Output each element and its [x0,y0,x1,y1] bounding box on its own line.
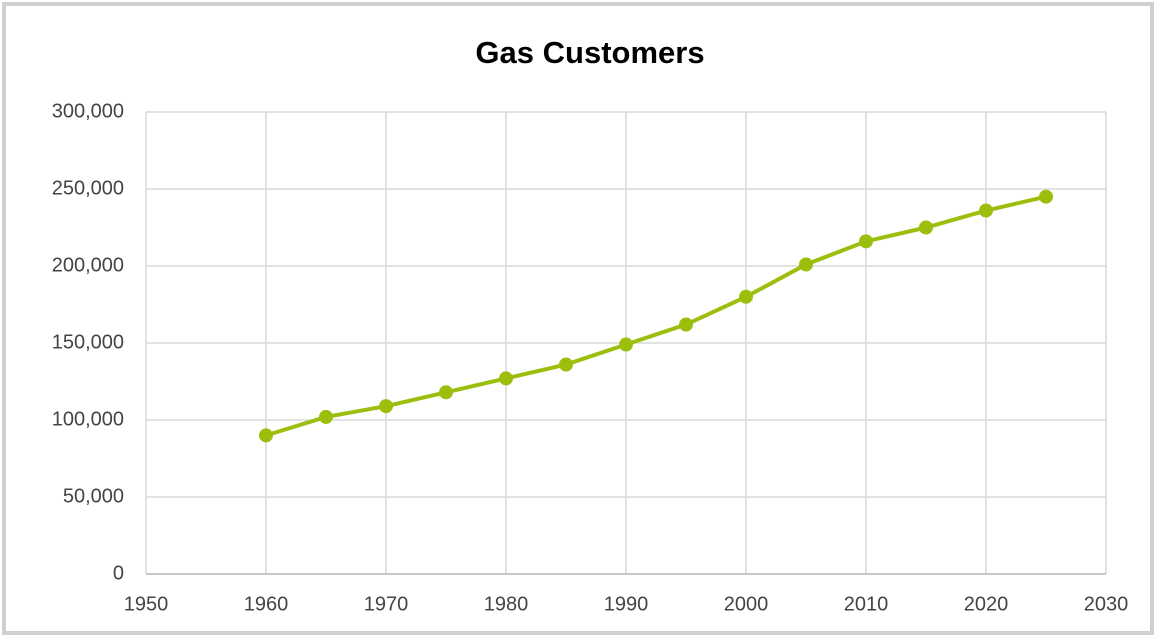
point [1039,189,1053,204]
x-tick-label: 1990 [604,593,649,615]
x-tick-label: 2000 [724,593,769,615]
point [319,409,333,424]
line [265,194,1047,438]
point [439,385,453,400]
point [979,203,993,218]
point [259,428,273,443]
point [499,371,513,386]
point [799,257,813,272]
x-tick-label: 2010 [844,593,889,615]
point [739,289,753,304]
point [379,399,393,414]
x-tick-label: 1980 [484,593,529,615]
point [679,317,693,332]
y-tick-label: 250,000 [52,177,124,199]
point [859,234,873,249]
y-tick-label: 100,000 [52,408,124,430]
x-tick-label: 1970 [364,593,409,615]
x-tick-label: 1960 [244,593,289,615]
point [559,357,573,372]
chart-title: Gas Customers [475,35,704,70]
y-tick-label: 150,000 [52,331,124,353]
point [919,220,933,235]
point [619,337,633,352]
x-tick-label: 2020 [964,593,1009,615]
x-tick-label: 2030 [1084,593,1129,615]
y-tick-label: 300,000 [52,100,124,122]
y-tick-label: 200,000 [52,254,124,276]
y-tick-label: 50,000 [63,485,124,507]
y-tick-label: 0 [113,562,124,584]
x-tick-label: 1950 [124,593,169,615]
